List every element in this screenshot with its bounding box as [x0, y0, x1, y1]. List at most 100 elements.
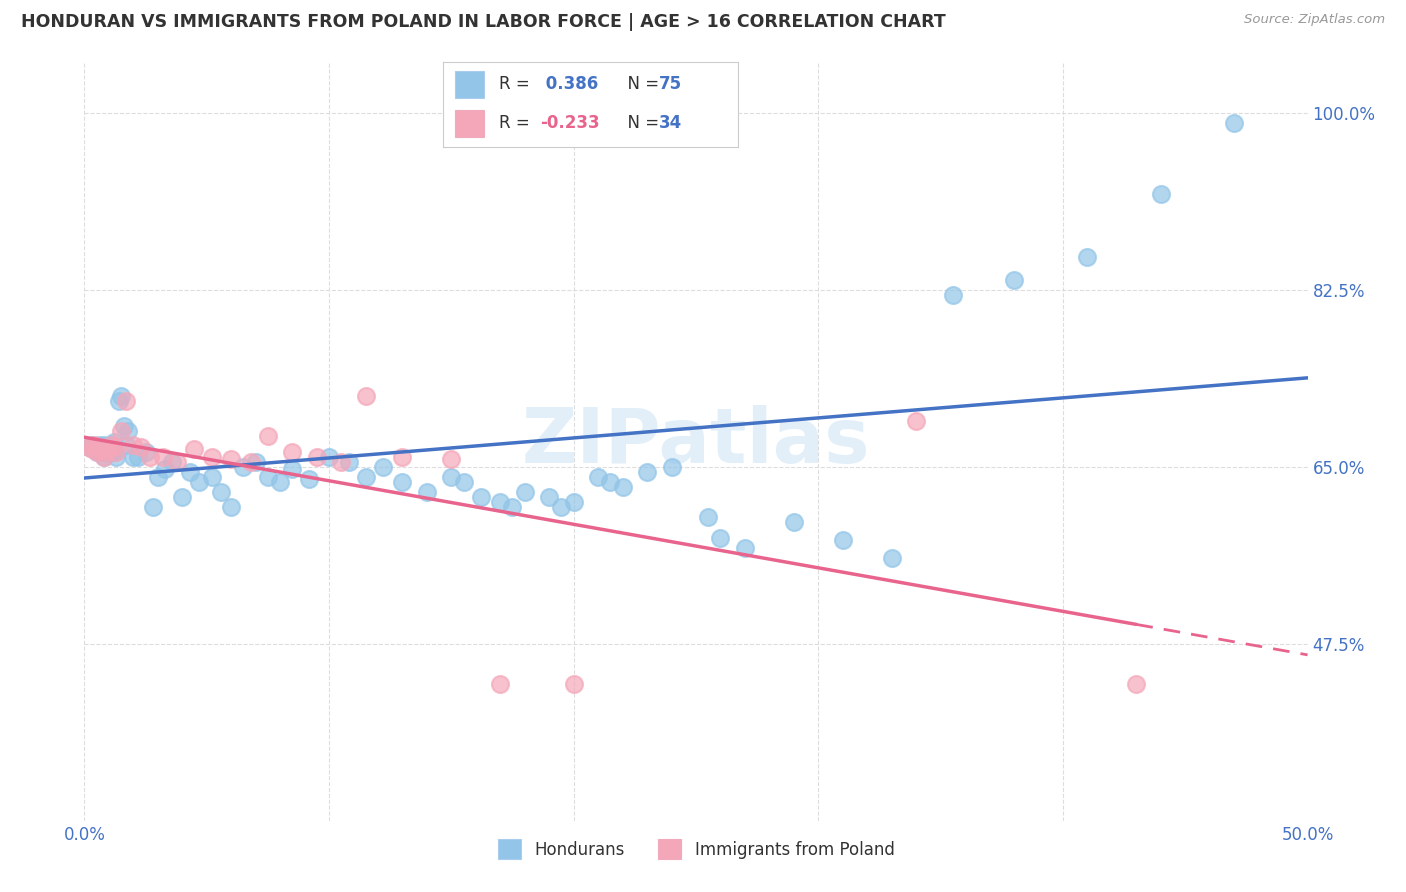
Point [550, 500, 572, 515]
Text: ZIPatlas: ZIPatlas [522, 405, 870, 478]
Text: 34: 34 [658, 114, 682, 132]
Point [103, 444, 125, 458]
Point [269, 475, 291, 489]
Point [87, 437, 110, 451]
Point [281, 462, 304, 476]
Point [110, 425, 132, 439]
Point [97, 442, 120, 456]
Point [453, 475, 475, 489]
Text: 0.386: 0.386 [540, 76, 599, 94]
Point [115, 394, 138, 409]
Text: -0.233: -0.233 [540, 114, 600, 132]
Point [80, 442, 103, 456]
Point [100, 437, 122, 451]
Point [105, 444, 128, 458]
Point [90, 442, 112, 456]
Point [200, 450, 222, 464]
Point [86, 444, 108, 458]
Text: R =: R = [499, 76, 536, 94]
Point [83, 442, 105, 456]
Point [219, 451, 242, 466]
Point [354, 470, 377, 484]
Point [90, 442, 112, 456]
Point [1150, 186, 1173, 201]
Point [153, 462, 176, 476]
Point [391, 450, 413, 464]
Point [112, 419, 135, 434]
Point [880, 550, 903, 565]
FancyBboxPatch shape [454, 110, 484, 137]
Point [440, 470, 463, 484]
Point [122, 450, 145, 464]
Point [470, 490, 492, 504]
Point [783, 516, 806, 530]
Point [127, 450, 149, 464]
Point [298, 472, 321, 486]
Text: R =: R = [499, 114, 536, 132]
Point [105, 450, 128, 464]
Point [90, 444, 112, 458]
Point [139, 450, 162, 464]
Point [97, 440, 120, 454]
Point [905, 414, 928, 428]
Point [209, 485, 232, 500]
Point [179, 465, 201, 479]
Point [232, 459, 254, 474]
Point [188, 475, 211, 489]
Point [135, 444, 157, 458]
Point [200, 470, 222, 484]
Point [100, 437, 122, 451]
Point [183, 442, 205, 456]
Point [337, 455, 360, 469]
Point [107, 394, 129, 409]
Point [599, 475, 621, 489]
Point [146, 470, 169, 484]
Point [1002, 273, 1025, 287]
Point [93, 450, 115, 464]
Point [1125, 677, 1147, 691]
Point [110, 389, 132, 403]
Point [709, 531, 731, 545]
Point [371, 459, 394, 474]
Point [86, 444, 108, 458]
Point [83, 437, 105, 451]
Point [440, 451, 463, 466]
Legend: Hondurans, Immigrants from Poland: Hondurans, Immigrants from Poland [491, 833, 901, 865]
Point [162, 455, 184, 469]
Point [103, 440, 125, 454]
Point [513, 485, 536, 500]
Point [93, 450, 115, 464]
Point [100, 442, 122, 456]
Point [115, 437, 138, 451]
Point [489, 677, 512, 691]
Point [612, 480, 634, 494]
Point [281, 444, 304, 458]
Point [330, 455, 353, 469]
Point [305, 450, 328, 464]
Point [1076, 250, 1098, 264]
Point [152, 450, 174, 464]
Point [257, 470, 280, 484]
FancyBboxPatch shape [454, 71, 484, 98]
Point [86, 442, 108, 456]
Point [87, 440, 110, 454]
Text: HONDURAN VS IMMIGRANTS FROM POLAND IN LABOR FORCE | AGE > 16 CORRELATION CHART: HONDURAN VS IMMIGRANTS FROM POLAND IN LA… [21, 13, 946, 31]
Point [562, 495, 585, 509]
Text: N =: N = [617, 76, 665, 94]
Point [245, 455, 267, 469]
Point [831, 533, 853, 547]
Point [354, 389, 377, 403]
Text: Source: ZipAtlas.com: Source: ZipAtlas.com [1244, 13, 1385, 27]
Point [80, 437, 103, 451]
Point [661, 459, 683, 474]
Point [172, 490, 194, 504]
Point [166, 455, 188, 469]
Point [636, 465, 658, 479]
Point [697, 510, 720, 524]
Point [96, 442, 118, 456]
Point [93, 437, 115, 451]
Point [257, 429, 280, 443]
Point [87, 440, 110, 454]
Point [97, 444, 120, 458]
Point [318, 450, 340, 464]
